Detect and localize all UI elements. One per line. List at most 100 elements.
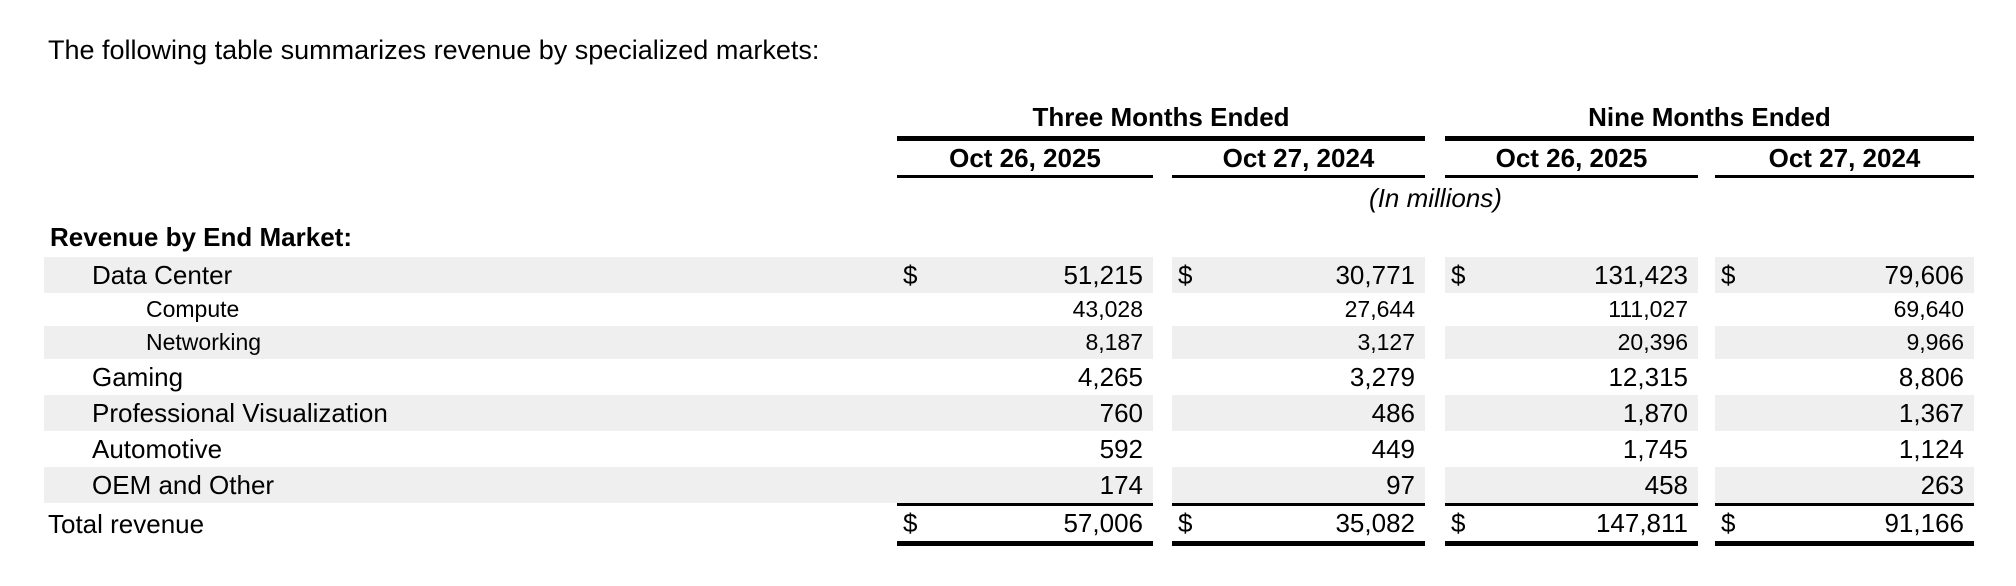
value-cell: 12,315 [1445,359,1698,395]
gutter [1698,326,1715,359]
value-cell: 486 [1172,395,1425,431]
cell-value: 69,640 [1893,296,1964,322]
cell-value: 8,806 [1898,361,1964,392]
value-cell: $79,606 [1715,257,1974,293]
gutter [1153,326,1172,359]
gutter [1698,257,1715,293]
value-cell: 43,028 [897,293,1153,326]
cell-value: 449 [1371,433,1415,464]
cell-value: 91,166 [1884,508,1964,538]
value-cell: 3,127 [1172,326,1425,359]
value-cell: 111,027 [1445,293,1698,326]
value-cell: 760 [897,395,1153,431]
value-cell: 9,966 [1715,326,1974,359]
gutter [1425,100,1445,141]
gutter [1698,467,1715,503]
gutter [1425,359,1445,395]
value-cell: 1,870 [1445,395,1698,431]
gutter [1153,257,1172,293]
gutter [1153,467,1172,503]
cell-value: 35,082 [1335,508,1415,538]
cell-value: 1,367 [1898,397,1964,428]
cell-value: 1,124 [1898,433,1964,464]
value-cell: 4,265 [897,359,1153,395]
cell-value: 30,771 [1335,259,1415,290]
cell-value: 1,870 [1622,397,1688,428]
value-cell: 263 [1715,467,1974,503]
gutter [1698,359,1715,395]
cell-value: 43,028 [1072,296,1143,322]
gutter [1153,431,1172,467]
date-header: Oct 27, 2024 [1172,141,1425,178]
revenue-by-market-table: Three Months Ended Nine Months Ended Oct 2… [44,100,1974,546]
cell-value: 20,396 [1617,329,1688,355]
label-spacer [44,178,897,218]
currency-symbol: $ [1451,508,1466,538]
cell-value: 9,966 [1906,329,1964,355]
gutter [1153,141,1172,178]
gutter [1425,326,1445,359]
date-header: Oct 26, 2025 [897,141,1153,178]
value-cell: 27,644 [1172,293,1425,326]
cell-value: 12,315 [1608,361,1688,392]
value-cell: 458 [1445,467,1698,503]
cell-value: 79,606 [1884,259,1964,290]
value-cell: $131,423 [1445,257,1698,293]
cell-value: 51,215 [1063,259,1143,290]
cell-value: 3,127 [1357,329,1415,355]
value-cell: 592 [897,431,1153,467]
gutter [1698,141,1715,178]
date-header: Oct 27, 2024 [1715,141,1974,178]
gutter [1698,395,1715,431]
value-cell: $30,771 [1172,257,1425,293]
value-cell: 3,279 [1172,359,1425,395]
date-header: Oct 26, 2025 [1445,141,1698,178]
col-group-three-months: Three Months Ended [897,100,1425,141]
value-cell: 1,367 [1715,395,1974,431]
cell-value: 27,644 [1344,296,1415,322]
currency-symbol: $ [903,508,918,538]
row-label: Automotive [92,433,223,464]
currency-symbol: $ [1178,259,1193,290]
value-cell: 8,187 [897,326,1153,359]
gutter [1153,503,1172,546]
cell-value: 97 [1386,469,1415,500]
currency-symbol: $ [1721,259,1736,290]
gutter [1425,257,1445,293]
cell-value: 147,811 [1595,508,1688,538]
gutter [1153,359,1172,395]
units-note: (In millions) [1369,182,1502,213]
cell-value: 458 [1644,469,1688,500]
gutter [1698,431,1715,467]
value-cell: 1,745 [1445,431,1698,467]
cell-value: 8,187 [1085,329,1143,355]
currency-symbol: $ [1721,508,1736,538]
cell-value: 486 [1371,397,1415,428]
cell-value: 111,027 [1608,296,1688,322]
total-value-cell: $147,811 [1445,503,1698,546]
col-group-nine-months: Nine Months Ended [1445,100,1974,141]
gutter [1425,431,1445,467]
row-label: Professional Visualization [44,395,897,431]
cell-value: 1,745 [1622,433,1688,464]
cell-value: 131,423 [1594,259,1688,290]
gutter [1425,503,1445,546]
row-label: Gaming [92,361,184,392]
cell-value: 174 [1099,469,1143,500]
label-spacer [44,141,897,178]
total-value-cell: $91,166 [1715,503,1974,546]
cell-value: 57,006 [1063,508,1143,538]
gutter [1698,503,1715,546]
value-cell: 174 [897,467,1153,503]
value-cell: 69,640 [1715,293,1974,326]
row-label: Data Center [44,257,897,293]
cell-value: 760 [1099,397,1143,428]
label-spacer [44,100,897,141]
row-label: OEM and Other [44,467,897,503]
cell-value: 3,279 [1349,361,1415,392]
cell-value: 4,265 [1077,361,1143,392]
intro-text: The following table summarizes revenue b… [48,35,820,65]
currency-symbol: $ [1451,259,1466,290]
row-label: Networking [44,326,897,359]
